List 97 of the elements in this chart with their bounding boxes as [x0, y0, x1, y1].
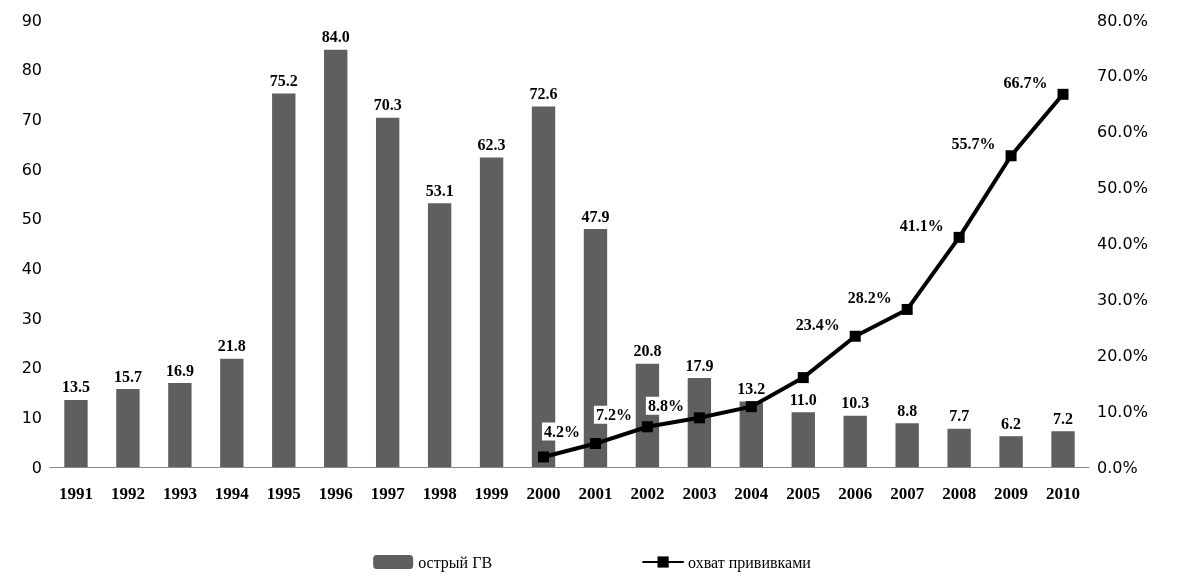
bar — [220, 358, 244, 467]
bar — [64, 399, 88, 467]
bar — [791, 412, 815, 467]
point — [849, 330, 861, 342]
x-tick-label: 2001 — [578, 484, 613, 503]
bar — [895, 423, 919, 467]
y2-tick-label: 50.0% — [1097, 178, 1148, 198]
data-label: 53.1 — [425, 181, 454, 199]
x-tick-label: 2008 — [942, 484, 977, 503]
point — [745, 401, 757, 413]
x-tick-label: 2002 — [630, 484, 665, 503]
data-label: 4.2% — [543, 423, 580, 441]
data-label: 6.2 — [1001, 414, 1022, 432]
x-tick-label: 1993 — [162, 484, 197, 503]
data-label: 41.1% — [899, 216, 944, 234]
x-tick-label: 1995 — [266, 484, 301, 503]
y-tick-label: 80 — [21, 60, 42, 80]
data-label: 8.8 — [897, 401, 918, 419]
y2-tick-label: 40.0% — [1097, 234, 1148, 253]
data-label: 7.2 — [1053, 409, 1074, 427]
bar — [427, 203, 452, 467]
y-tick-label: 30 — [21, 308, 42, 328]
y2-tick-label: 0.0% — [1097, 457, 1138, 477]
data-label: 70.3 — [373, 96, 402, 114]
bar — [272, 93, 296, 467]
data-label: 7.2% — [595, 406, 632, 424]
point — [1005, 150, 1017, 162]
point — [693, 412, 705, 424]
x-tick-label: 2007 — [890, 484, 925, 503]
x-tick-label: 1998 — [422, 484, 457, 503]
data-label: 28.2% — [847, 288, 892, 306]
x-tick-label: 1999 — [474, 484, 509, 503]
data-label: 47.9 — [581, 207, 610, 225]
y-tick-label: 50 — [21, 209, 42, 229]
bar — [739, 401, 764, 467]
y-tick-label: 20 — [21, 358, 42, 378]
data-label: 10.3 — [841, 394, 870, 412]
bar — [375, 117, 400, 467]
data-label: 16.9 — [165, 361, 194, 379]
x-tick-label: 2000 — [526, 484, 561, 503]
point — [953, 231, 965, 243]
point — [797, 372, 809, 384]
x-tick-label: 2004 — [734, 484, 769, 503]
data-label: 66.7% — [1003, 73, 1048, 91]
point — [589, 438, 601, 450]
data-label: 20.8 — [633, 342, 662, 360]
y-tick-label: 40 — [21, 258, 42, 278]
y2-tick-label: 70.0% — [1097, 66, 1148, 86]
data-label: 21.8 — [217, 337, 246, 355]
point — [901, 303, 913, 315]
bar — [168, 383, 192, 467]
y-tick-label: 90 — [21, 10, 42, 30]
bar — [947, 428, 971, 467]
y-tick-label: 60 — [21, 159, 42, 179]
x-tick-label: 2003 — [682, 484, 717, 503]
data-label: 17.9 — [685, 356, 714, 374]
bar — [999, 436, 1023, 467]
bar — [687, 378, 712, 467]
data-label: 72.6 — [529, 84, 558, 102]
data-label: 62.3 — [477, 136, 506, 154]
y2-tick-label: 10.0% — [1097, 401, 1148, 421]
y-tick-label: 10 — [21, 407, 42, 427]
y2-tick-label: 60.0% — [1097, 122, 1148, 142]
data-label: 7.7 — [949, 407, 970, 425]
legend-label: острый ГВ — [418, 553, 493, 572]
y-tick-label: 70 — [21, 109, 42, 129]
point — [1057, 88, 1069, 100]
x-tick-label: 1992 — [110, 484, 145, 503]
data-label: 55.7% — [951, 135, 996, 153]
data-label: 8.8% — [647, 397, 684, 415]
bar — [324, 49, 348, 467]
bar — [116, 389, 140, 467]
bar — [1051, 431, 1075, 467]
data-label: 11.0 — [789, 390, 817, 408]
y2-tick-label: 80.0% — [1097, 10, 1148, 30]
data-label: 84.0 — [321, 28, 350, 46]
x-tick-label: 1997 — [370, 484, 406, 503]
x-tick-label: 2010 — [1046, 484, 1081, 503]
x-tick-label: 1996 — [318, 484, 353, 503]
x-tick-label: 2005 — [786, 484, 821, 503]
data-label: 75.2 — [269, 72, 298, 90]
y2-tick-label: 20.0% — [1097, 345, 1148, 365]
y2-tick-label: 30.0% — [1097, 289, 1148, 309]
point — [641, 421, 653, 433]
point — [538, 451, 550, 463]
data-label: 13.5 — [61, 378, 90, 396]
data-label: 13.2 — [737, 379, 766, 397]
bar — [843, 415, 867, 467]
legend-label: охват прививками — [688, 553, 812, 572]
y-tick-label: 0 — [31, 457, 42, 477]
x-tick-label: 1991 — [58, 484, 93, 503]
x-tick-label: 2009 — [994, 484, 1029, 503]
x-tick-label: 2006 — [838, 484, 873, 503]
x-tick-label: 1994 — [214, 484, 250, 503]
data-label: 23.4% — [795, 315, 840, 333]
data-label: 15.7 — [113, 367, 142, 385]
bar — [479, 157, 504, 467]
